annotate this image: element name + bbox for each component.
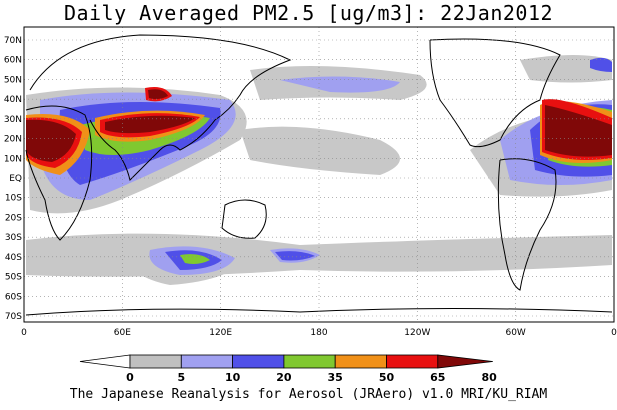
lat-label: 20N [4, 135, 22, 145]
lat-label: EQ [9, 174, 22, 184]
lon-label: 180 [310, 328, 327, 338]
lat-label: 10N [4, 154, 22, 164]
darkred-region-atlantic [545, 105, 612, 157]
lon-label: 60W [505, 328, 525, 338]
colorbar-label: 35 [328, 371, 343, 384]
colorbar-segment [129, 354, 182, 369]
coastlines [25, 34, 613, 316]
longitude-labels: 0 60E 120E 180 120W 60W 0 [21, 328, 617, 338]
lat-label: 30S [5, 233, 22, 243]
colorbar-segment [232, 354, 285, 369]
lat-label: 40S [5, 253, 22, 263]
colorbar-label: 50 [379, 371, 395, 384]
coastline-africa [25, 105, 93, 241]
colorbar-label: 5 [177, 371, 185, 384]
colorbar-segment [79, 354, 131, 369]
latitude-labels: 70N 60N 50N 40N 30N 20N 10N EQ 10S 20S 30S 40S 50S 60… [4, 36, 22, 322]
gray-region-north-atlantic [520, 55, 612, 83]
colorbar-segment [283, 354, 336, 369]
lightblue-region-pacific [280, 76, 400, 93]
darkred-region-africa [26, 119, 76, 162]
colorbar-segment [386, 354, 439, 369]
darkred-region-china [148, 89, 168, 100]
lon-label: 0 [21, 328, 27, 338]
lon-label: 0 [611, 328, 617, 338]
lat-label: 30N [4, 115, 22, 125]
colorbar-segment [180, 354, 234, 369]
coastline-australia [221, 199, 267, 239]
coastline-antarctica [25, 308, 613, 316]
colorbar-segment [334, 354, 387, 369]
lat-label: 20S [5, 213, 22, 223]
lat-label: 70N [4, 36, 22, 46]
coastline-eurasia [29, 34, 292, 181]
colorbar-label: 65 [430, 371, 445, 384]
darkred-region-india [105, 115, 195, 134]
colorbar: 0 5 10 20 35 50 65 80 [79, 354, 497, 384]
green-region-south-indian [180, 254, 210, 264]
lon-label: 60E [114, 328, 131, 338]
lon-label: 120W [404, 328, 430, 338]
lat-label: 60S [5, 292, 22, 302]
lat-label: 40N [4, 95, 22, 105]
lat-label: 70S [5, 312, 22, 322]
colorbar-segment [437, 354, 493, 369]
colorbar-label: 80 [481, 371, 497, 384]
map-frame [23, 26, 615, 323]
lat-label: 60N [4, 56, 22, 66]
lat-label: 50S [5, 273, 22, 283]
colorbar-label: 20 [276, 371, 292, 384]
coastline-north-america [429, 38, 561, 148]
lon-label: 120E [209, 328, 232, 338]
colorbar-label: 0 [126, 371, 134, 384]
map-title: Daily Averaged PM2.5 [ug/m3]: 22Jan2012 [63, 1, 554, 25]
coastline-south-america [497, 158, 557, 291]
blue-region-south-pacific [275, 251, 315, 261]
colorbar-label: 10 [225, 371, 241, 384]
lat-label: 10S [5, 194, 22, 204]
blue-region-north-atlantic [590, 57, 612, 72]
credit-line: The Japanese Reanalysis for Aerosol (JRA… [69, 387, 548, 402]
lat-label: 50N [4, 75, 22, 85]
